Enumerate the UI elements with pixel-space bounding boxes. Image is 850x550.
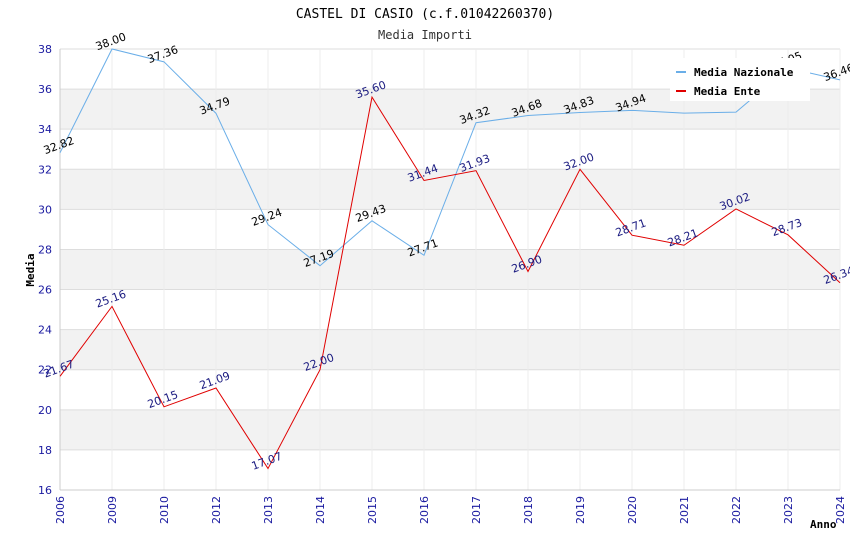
y-axis-label: Media <box>24 253 37 286</box>
y-tick-label: 34 <box>38 123 52 136</box>
x-tick-label: 2022 <box>730 496 743 524</box>
legend-label: Media Nazionale <box>694 66 794 79</box>
y-tick-label: 28 <box>38 243 52 256</box>
x-tick-label: 2015 <box>366 496 379 524</box>
x-tick-label: 2013 <box>262 496 275 524</box>
legend: Media Nazionale Media Ente <box>670 58 810 101</box>
grid-band <box>60 329 840 370</box>
series-line-media-nazionale <box>59 48 841 267</box>
y-tick-label: 38 <box>38 43 52 56</box>
x-tick-label: 2009 <box>106 496 119 524</box>
x-tick-label: 2021 <box>678 496 691 524</box>
x-tick-label: 2010 <box>158 496 171 524</box>
y-tick-label: 30 <box>38 203 52 216</box>
x-tick-label: 2006 <box>54 496 67 524</box>
y-tick-label: 18 <box>38 444 52 457</box>
y-tick-label: 26 <box>38 284 52 297</box>
grid-band <box>60 249 840 290</box>
y-tick-label: 22 <box>38 364 52 377</box>
x-tick-label: 2023 <box>782 496 795 524</box>
x-axis-label: Anno <box>810 518 837 531</box>
chart-title: CASTEL DI CASIO (c.f.01042260370) <box>296 7 554 22</box>
chart-subtitle: Media Importi <box>378 28 472 42</box>
x-tick-label: 2020 <box>626 496 639 524</box>
x-tick-label: 2019 <box>574 496 587 524</box>
grid-band <box>60 409 840 450</box>
x-tick-label: 2012 <box>210 496 223 524</box>
legend-label: Media Ente <box>694 85 761 98</box>
x-tick-label: 2016 <box>418 496 431 524</box>
series-line-media-ente <box>59 95 841 470</box>
x-tick-label: 2018 <box>522 496 535 524</box>
y-tick-label: 20 <box>38 404 52 417</box>
y-tick-label: 24 <box>38 324 52 337</box>
y-tick-label: 36 <box>38 83 52 96</box>
x-tick-label: 2024 <box>834 496 847 524</box>
x-tick-label: 2017 <box>470 496 483 524</box>
y-tick-label: 16 <box>38 484 52 497</box>
y-tick-label: 32 <box>38 163 52 176</box>
x-tick-label: 2014 <box>314 496 327 524</box>
legend-box <box>670 58 810 101</box>
